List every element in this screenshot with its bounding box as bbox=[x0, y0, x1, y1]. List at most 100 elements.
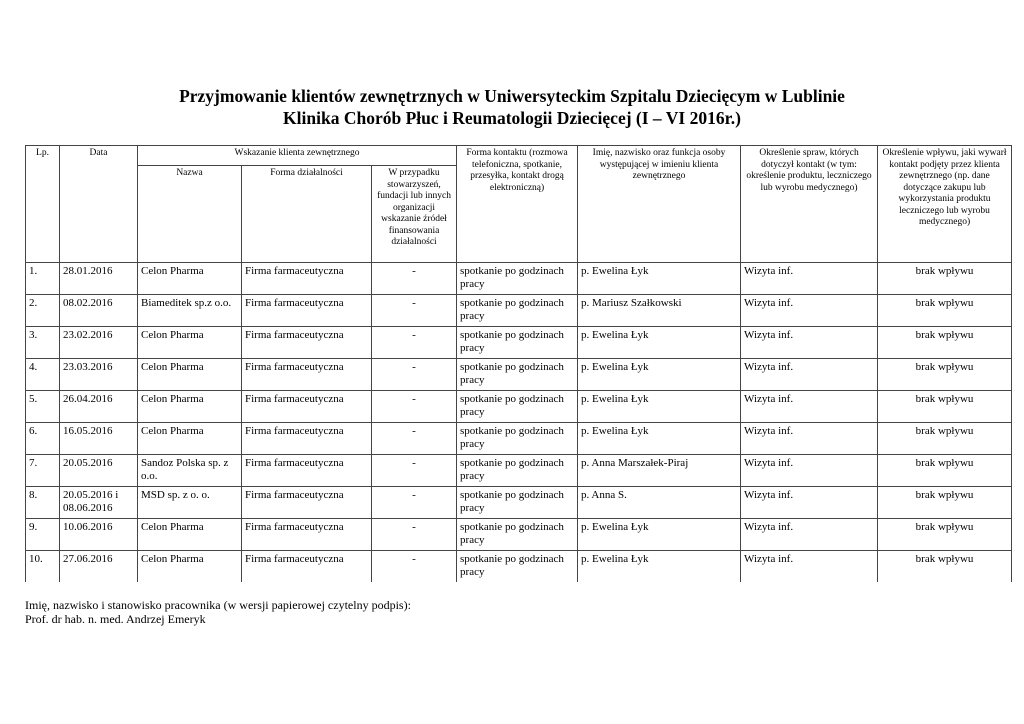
cell-business-form: Firma farmaceutyczna bbox=[241, 262, 372, 295]
cell-matter: Wizyta inf. bbox=[740, 390, 879, 423]
cell-matter: Wizyta inf. bbox=[740, 518, 879, 551]
footer-signature-label: Imię, nazwisko i stanowisko pracownika (… bbox=[25, 598, 411, 612]
cell-person: p. Ewelina Łyk bbox=[577, 358, 742, 391]
header-wplyw: Określenie wpływu, jaki wywarł kontakt p… bbox=[877, 145, 1013, 263]
cell-financing: - bbox=[370, 486, 458, 519]
header-nazwa: Nazwa bbox=[137, 165, 242, 263]
cell-name: Celon Pharma bbox=[137, 358, 242, 391]
cell-business-form: Firma farmaceutyczna bbox=[241, 294, 372, 327]
cell-lp: 6. bbox=[25, 422, 60, 455]
cell-impact: brak wpływu bbox=[877, 358, 1013, 391]
cell-business-form: Firma farmaceutyczna bbox=[241, 550, 372, 582]
cell-matter: Wizyta inf. bbox=[740, 486, 879, 519]
cell-contact-form: spotkanie po godzinach pracy bbox=[456, 518, 579, 551]
cell-contact-form: spotkanie po godzinach pracy bbox=[456, 550, 579, 582]
cell-date: 23.03.2016 bbox=[59, 358, 138, 391]
cell-impact: brak wpływu bbox=[877, 390, 1013, 423]
cell-financing: - bbox=[370, 422, 458, 455]
cell-financing: - bbox=[370, 518, 458, 551]
cell-lp: 7. bbox=[25, 454, 60, 487]
cell-impact: brak wpływu bbox=[877, 550, 1013, 582]
header-osoba: Imię, nazwisko oraz funkcja osoby występ… bbox=[577, 145, 742, 263]
cell-impact: brak wpływu bbox=[877, 326, 1013, 359]
cell-financing: - bbox=[370, 390, 458, 423]
title-line-1: Przyjmowanie klientów zewnętrznych w Uni… bbox=[179, 86, 845, 106]
cell-business-form: Firma farmaceutyczna bbox=[241, 518, 372, 551]
cell-lp: 1. bbox=[25, 262, 60, 295]
footer-signature-name: Prof. dr hab. n. med. Andrzej Emeryk bbox=[25, 612, 206, 626]
cell-impact: brak wpływu bbox=[877, 262, 1013, 295]
cell-date: 26.04.2016 bbox=[59, 390, 138, 423]
header-forma-kontaktu: Forma kontaktu (rozmowa telefoniczna, sp… bbox=[456, 145, 579, 263]
cell-contact-form: spotkanie po godzinach pracy bbox=[456, 454, 579, 487]
cell-lp: 3. bbox=[25, 326, 60, 359]
table-row: 3. 23.02.2016 Celon Pharma Firma farmaceuty… bbox=[25, 326, 1013, 359]
cell-financing: - bbox=[370, 550, 458, 582]
cell-matter: Wizyta inf. bbox=[740, 454, 879, 487]
cell-name: Biameditek sp.z o.o. bbox=[137, 294, 242, 327]
header-data: Data bbox=[59, 145, 138, 263]
cell-financing: - bbox=[370, 358, 458, 391]
cell-business-form: Firma farmaceutyczna bbox=[241, 486, 372, 519]
cell-impact: brak wpływu bbox=[877, 454, 1013, 487]
cell-name: MSD sp. z o. o. bbox=[137, 486, 242, 519]
cell-date: 20.05.2016 bbox=[59, 454, 138, 487]
cell-person: p. Ewelina Łyk bbox=[577, 326, 742, 359]
cell-lp: 5. bbox=[25, 390, 60, 423]
cell-person: p. Ewelina Łyk bbox=[577, 262, 742, 295]
cell-matter: Wizyta inf. bbox=[740, 422, 879, 455]
cell-contact-form: spotkanie po godzinach pracy bbox=[456, 390, 579, 423]
table-row: 5. 26.04.2016 Celon Pharma Firma farmaceuty… bbox=[25, 390, 1013, 423]
cell-financing: - bbox=[370, 326, 458, 359]
cell-contact-form: spotkanie po godzinach pracy bbox=[456, 358, 579, 391]
title-line-2: Klinika Chorób Płuc i Reumatologii Dziec… bbox=[283, 108, 741, 128]
cell-lp: 8. bbox=[25, 486, 60, 519]
cell-person: p. Ewelina Łyk bbox=[577, 550, 742, 582]
cell-date: 08.02.2016 bbox=[59, 294, 138, 327]
cell-date: 27.06.2016 bbox=[59, 550, 138, 582]
cell-business-form: Firma farmaceutyczna bbox=[241, 454, 372, 487]
cell-contact-form: spotkanie po godzinach pracy bbox=[456, 486, 579, 519]
cell-contact-form: spotkanie po godzinach pracy bbox=[456, 294, 579, 327]
cell-impact: brak wpływu bbox=[877, 518, 1013, 551]
cell-person: p. Mariusz Szałkowski bbox=[577, 294, 742, 327]
cell-lp: 2. bbox=[25, 294, 60, 327]
table-row: 2. 08.02.2016 Biameditek sp.z o.o. Firma fa… bbox=[25, 294, 1013, 327]
table-row: 4. 23.03.2016 Celon Pharma Firma farmaceuty… bbox=[25, 358, 1013, 391]
cell-business-form: Firma farmaceutyczna bbox=[241, 358, 372, 391]
header-lp: Lp. bbox=[25, 145, 60, 263]
cell-business-form: Firma farmaceutyczna bbox=[241, 422, 372, 455]
cell-contact-form: spotkanie po godzinach pracy bbox=[456, 422, 579, 455]
table-row: 8. 20.05.2016 i 08.06.2016 MSD sp. z o. o.… bbox=[25, 486, 1013, 519]
cell-matter: Wizyta inf. bbox=[740, 358, 879, 391]
cell-name: Celon Pharma bbox=[137, 326, 242, 359]
cell-lp: 9. bbox=[25, 518, 60, 551]
cell-lp: 10. bbox=[25, 550, 60, 582]
cell-name: Celon Pharma bbox=[137, 550, 242, 582]
cell-lp: 4. bbox=[25, 358, 60, 391]
table-row: 6. 16.05.2016 Celon Pharma Firma farmaceuty… bbox=[25, 422, 1013, 455]
cell-contact-form: spotkanie po godzinach pracy bbox=[456, 262, 579, 295]
cell-impact: brak wpływu bbox=[877, 422, 1013, 455]
header-wskazanie: Wskazanie klienta zewnętrznego bbox=[136, 145, 458, 166]
cell-person: p. Ewelina Łyk bbox=[577, 390, 742, 423]
cell-financing: - bbox=[370, 294, 458, 327]
cell-matter: Wizyta inf. bbox=[740, 550, 879, 582]
table-row: 10. 27.06.2016 Celon Pharma Firma farmaceut… bbox=[25, 550, 1013, 582]
cell-matter: Wizyta inf. bbox=[740, 262, 879, 295]
table-row: 7. 20.05.2016 Sandoz Polska sp. z o.o. Firm… bbox=[25, 454, 1013, 487]
cell-financing: - bbox=[370, 262, 458, 295]
cell-person: p. Ewelina Łyk bbox=[577, 422, 742, 455]
cell-date: 28.01.2016 bbox=[59, 262, 138, 295]
header-sprawy: Określenie spraw, których dotyczył konta… bbox=[740, 145, 879, 263]
header-w-przypadku: W przypadku stowarzyszeń, fundacji lub i… bbox=[370, 165, 458, 263]
header-forma-dzialalnosci: Forma działalności bbox=[241, 165, 372, 263]
cell-impact: brak wpływu bbox=[877, 294, 1013, 327]
cell-matter: Wizyta inf. bbox=[740, 326, 879, 359]
cell-person: p. Anna Marszałek-Piraj bbox=[577, 454, 742, 487]
cell-business-form: Firma farmaceutyczna bbox=[241, 326, 372, 359]
cell-matter: Wizyta inf. bbox=[740, 294, 879, 327]
cell-name: Celon Pharma bbox=[137, 422, 242, 455]
cell-date: 20.05.2016 i 08.06.2016 bbox=[59, 486, 138, 519]
